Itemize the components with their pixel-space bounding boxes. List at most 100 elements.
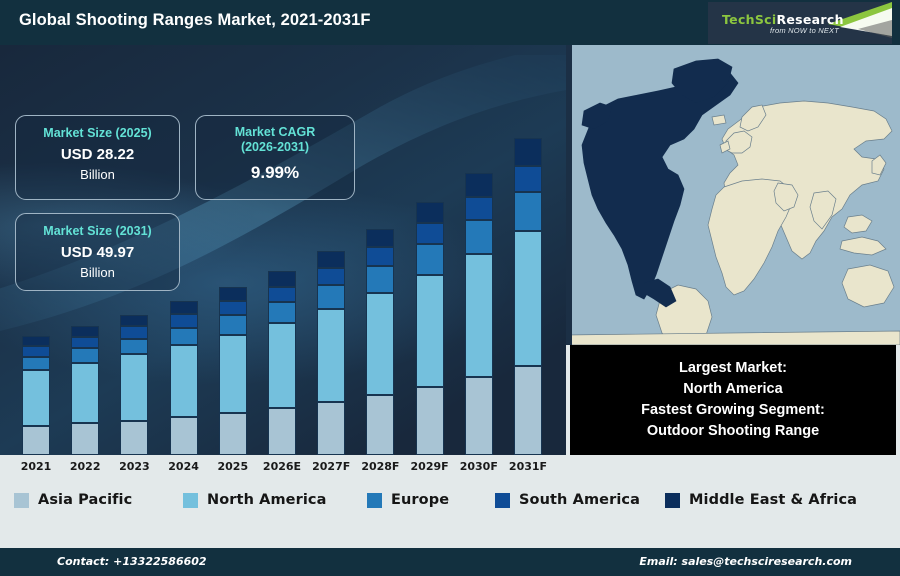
map-region-iceland — [711, 114, 727, 126]
bar-segment-middle-east-africa — [120, 314, 149, 327]
chart-panel: Market Size (2025) USD 28.22 Billion Mar… — [0, 45, 566, 455]
bar-segment-asia-pacific — [71, 423, 100, 455]
x-tick-2025: 2025 — [217, 460, 249, 473]
legend-label: Middle East & Africa — [689, 492, 858, 508]
legend-swatch-icon — [14, 492, 29, 508]
bar-segment-south-america — [218, 301, 247, 316]
legend-swatch-icon — [367, 492, 382, 508]
bar-segment-south-america — [366, 247, 395, 267]
bar-segment-middle-east-africa — [268, 271, 296, 287]
bar-segment-asia-pacific — [22, 426, 50, 455]
bar-segment-europe — [218, 315, 247, 335]
map-region-british-isles — [719, 140, 731, 154]
bar-segment-north-america — [268, 322, 296, 409]
bar-segment-north-america — [464, 254, 493, 378]
stat-label: Market Size (2025) — [43, 126, 152, 140]
legend-swatch-icon — [183, 492, 198, 508]
footer-email: Email: sales@techsciresearch.com — [639, 555, 852, 568]
legend-label: South America — [519, 492, 640, 508]
bar-segment-south-america — [268, 286, 296, 302]
map-region-scandinavia — [739, 104, 767, 132]
bar-segment-europe — [366, 266, 395, 293]
map-region-alaska-highlight — [581, 102, 613, 130]
bar-column-2031f — [514, 138, 542, 455]
world-map-svg — [566, 45, 900, 345]
map-region-indonesia — [839, 236, 887, 256]
legend-item-europe[interactable]: Europe — [367, 492, 449, 508]
bar-segment-north-america — [218, 334, 247, 413]
stat-value: USD 28.22 — [60, 146, 135, 163]
legend-item-south-america[interactable]: South America — [495, 492, 640, 508]
bar-segment-south-america — [317, 267, 346, 285]
stat-label: Market CAGR — [234, 125, 316, 139]
bar-segment-europe — [464, 219, 493, 255]
logo-wordmark: TechSciResearch — [722, 12, 844, 27]
bar-column-2021 — [22, 335, 50, 455]
bar-column-2024 — [169, 301, 198, 455]
header-bar: Global Shooting Ranges Market, 2021-2031… — [0, 0, 900, 45]
bar-segment-europe — [514, 191, 542, 231]
bar-column-2023 — [120, 314, 149, 455]
bar-segment-south-america — [71, 336, 100, 348]
bar-segment-europe — [120, 338, 149, 355]
bar-segment-asia-pacific — [218, 412, 247, 455]
bar-segment-south-america — [22, 346, 50, 357]
bar-segment-north-america — [366, 293, 395, 396]
x-tick-2028f: 2028F — [361, 460, 400, 473]
x-tick-2022: 2022 — [69, 460, 101, 473]
map-region-australia — [841, 264, 895, 308]
bar-segment-middle-east-africa — [218, 287, 247, 302]
bar-column-2022 — [71, 325, 100, 455]
map-region-japan — [871, 154, 887, 176]
map-region-eurasia — [721, 100, 893, 260]
bar-segment-asia-pacific — [514, 365, 542, 455]
legend-item-north-america[interactable]: North America — [183, 492, 327, 508]
bar-segment-europe — [415, 244, 444, 275]
bar-segment-europe — [22, 356, 50, 371]
map-region-central-america-highlight — [643, 278, 677, 308]
bar-segment-middle-east-africa — [464, 172, 493, 197]
bar-segment-middle-east-africa — [71, 325, 100, 337]
x-tick-2023: 2023 — [119, 460, 150, 473]
legend-item-middle-east-africa[interactable]: Middle East & Africa — [665, 492, 857, 508]
footer-bar: Contact: +13322586602 Email: sales@techs… — [0, 548, 900, 576]
bar-segment-asia-pacific — [169, 416, 198, 455]
x-tick-2029f: 2029F — [410, 460, 449, 473]
largest-market-value: North America — [683, 381, 783, 397]
stat-card-market-cagr: Market CAGR (2026-2031) 9.99% — [195, 115, 355, 200]
footer-contact: Contact: +13322586602 — [57, 555, 207, 568]
bar-segment-asia-pacific — [464, 377, 493, 455]
bar-segment-south-america — [464, 196, 493, 220]
techsci-logo: TechSciResearch from NOW to NEXT — [708, 2, 892, 44]
bar-segment-north-america — [317, 308, 346, 403]
bar-segment-asia-pacific — [415, 387, 444, 455]
map-region-greenland-highlight — [671, 58, 733, 104]
bar-segment-north-america — [514, 231, 542, 366]
bar-segment-europe — [268, 301, 296, 323]
world-map — [566, 45, 900, 345]
bar-segment-europe — [317, 284, 346, 309]
legend-swatch-icon — [495, 492, 510, 508]
bar-segment-south-america — [169, 314, 198, 328]
bar-segment-middle-east-africa — [317, 250, 346, 268]
bar-segment-asia-pacific — [120, 420, 149, 455]
x-tick-2031f: 2031F — [508, 460, 548, 473]
bar-segment-south-america — [514, 165, 542, 192]
bar-segment-south-america — [415, 223, 444, 245]
bar-segment-asia-pacific — [366, 395, 395, 455]
bar-column-2028f — [366, 228, 395, 455]
bar-segment-north-america — [22, 370, 50, 427]
bar-segment-north-america — [169, 345, 198, 417]
bar-column-2029f — [415, 202, 444, 455]
bar-segment-north-america — [415, 274, 444, 388]
highlights-box: Largest Market: North America Fastest Gr… — [570, 345, 896, 455]
legend-item-asia-pacific[interactable]: Asia Pacific — [14, 492, 132, 508]
stat-value: 9.99% — [250, 163, 300, 182]
bar-column-2030f — [464, 172, 493, 455]
map-region-southeast-asia — [843, 214, 873, 234]
bar-segment-north-america — [120, 354, 149, 421]
x-tick-2026e: 2026E — [262, 460, 302, 473]
legend-swatch-icon — [665, 492, 680, 508]
x-tick-2030f: 2030F — [459, 460, 498, 473]
